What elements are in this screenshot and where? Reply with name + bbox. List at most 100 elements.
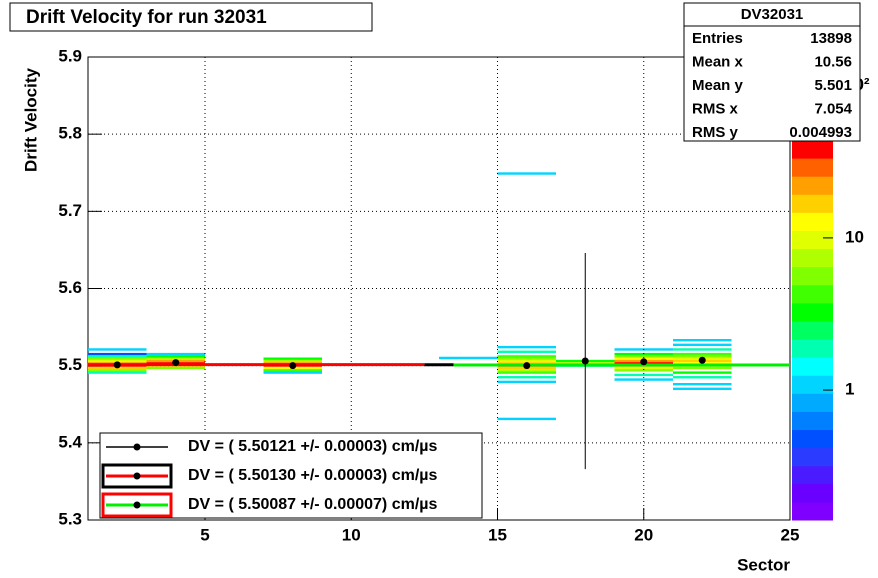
cell (673, 348, 732, 351)
colorbar-step (792, 302, 833, 322)
data-point (581, 357, 589, 365)
cell (146, 355, 205, 358)
cell (497, 417, 556, 421)
x-tick-label: 5 (200, 525, 209, 544)
cell (497, 357, 556, 360)
data-point (698, 356, 706, 364)
legend-marker (133, 443, 141, 451)
z-tick-label: 1 (845, 380, 854, 399)
stats-label: Mean y (692, 77, 744, 94)
x-axis-label: Sector (737, 555, 790, 574)
cell (88, 348, 147, 351)
colorbar-step (792, 176, 833, 195)
colorbar-step (792, 140, 833, 159)
stats-title: DV32031 (741, 6, 804, 23)
stats-value: 7.054 (814, 100, 852, 117)
cell (497, 376, 556, 379)
cell (88, 371, 147, 374)
cell (673, 355, 732, 358)
colorbar-step (792, 393, 833, 412)
data-point (640, 358, 648, 366)
colorbar-step (792, 411, 833, 431)
cell (673, 371, 732, 374)
data-point (172, 359, 180, 367)
y-tick-label: 5.3 (58, 509, 82, 528)
x-tick-label: 25 (781, 525, 800, 544)
x-tick-label: 15 (488, 525, 507, 544)
stats-value: 10.56 (814, 53, 852, 70)
cell (146, 366, 205, 370)
cell (673, 352, 732, 356)
stats-value: 5.501 (814, 77, 852, 94)
colorbar-step (792, 483, 833, 503)
cell (497, 359, 556, 363)
cell (673, 366, 732, 370)
stats-value: 13898 (810, 30, 852, 47)
cell (673, 343, 732, 347)
legend-label: DV = ( 5.50121 +/- 0.00003) cm/µs (188, 438, 437, 455)
cell (673, 376, 732, 379)
z-tick-label: 10 (845, 227, 864, 246)
cell (88, 359, 147, 363)
colorbar-step (792, 158, 833, 177)
cell (614, 355, 673, 358)
cell (497, 371, 556, 374)
colorbar-step (792, 357, 833, 376)
cell (263, 369, 322, 372)
y-tick-label: 5.9 (58, 46, 82, 65)
cell (146, 357, 205, 360)
cell (263, 371, 322, 374)
x-tick-label: 20 (634, 525, 653, 544)
y-tick-label: 5.7 (58, 201, 82, 220)
cell (614, 366, 673, 370)
cell (673, 387, 732, 391)
cell (439, 356, 498, 360)
cell (497, 172, 556, 175)
cell (88, 357, 147, 360)
y-axis-label: Drift Velocity (21, 67, 40, 171)
legend-marker (133, 501, 141, 509)
cell (497, 355, 556, 358)
stats-value: 0.004993 (789, 124, 852, 141)
cell (263, 357, 322, 360)
cell (263, 359, 322, 363)
y-tick-label: 5.6 (58, 278, 82, 297)
legend-frame (101, 492, 173, 518)
title-box (9, 2, 373, 32)
y-tick-label: 5.4 (58, 432, 82, 451)
cell (614, 352, 673, 356)
legend-label: DV = ( 5.50087 +/- 0.00007) cm/µs (188, 496, 437, 513)
data-point (289, 362, 297, 370)
legend-marker (133, 472, 141, 480)
colorbar-step (792, 447, 833, 467)
colorbar-step (792, 284, 833, 304)
colorbar-step (792, 465, 833, 485)
colorbar-step (792, 194, 833, 213)
cell (673, 339, 732, 342)
y-tick-label: 5.5 (58, 355, 82, 374)
colorbar-step (792, 320, 833, 340)
chart-title: Drift Velocity for run 32031 (26, 7, 267, 28)
colorbar-step (792, 266, 833, 286)
cell (88, 355, 147, 358)
data-point (523, 362, 531, 370)
stats-label: Entries (692, 30, 743, 47)
colorbar-step (792, 429, 833, 449)
cell (614, 378, 673, 381)
cell (614, 369, 673, 372)
cell (497, 380, 556, 384)
colorbar-step (792, 375, 833, 394)
cell (614, 373, 673, 377)
y-tick-label: 5.8 (58, 124, 82, 143)
cell (497, 369, 556, 372)
stats-label: RMS x (692, 100, 739, 117)
legend-frame (101, 463, 173, 489)
cell (497, 345, 556, 349)
data-point (113, 361, 121, 369)
cell (88, 352, 147, 356)
cell (88, 369, 147, 372)
colorbar-step (792, 501, 833, 521)
x-tick-label: 10 (342, 525, 361, 544)
cell (146, 352, 205, 356)
